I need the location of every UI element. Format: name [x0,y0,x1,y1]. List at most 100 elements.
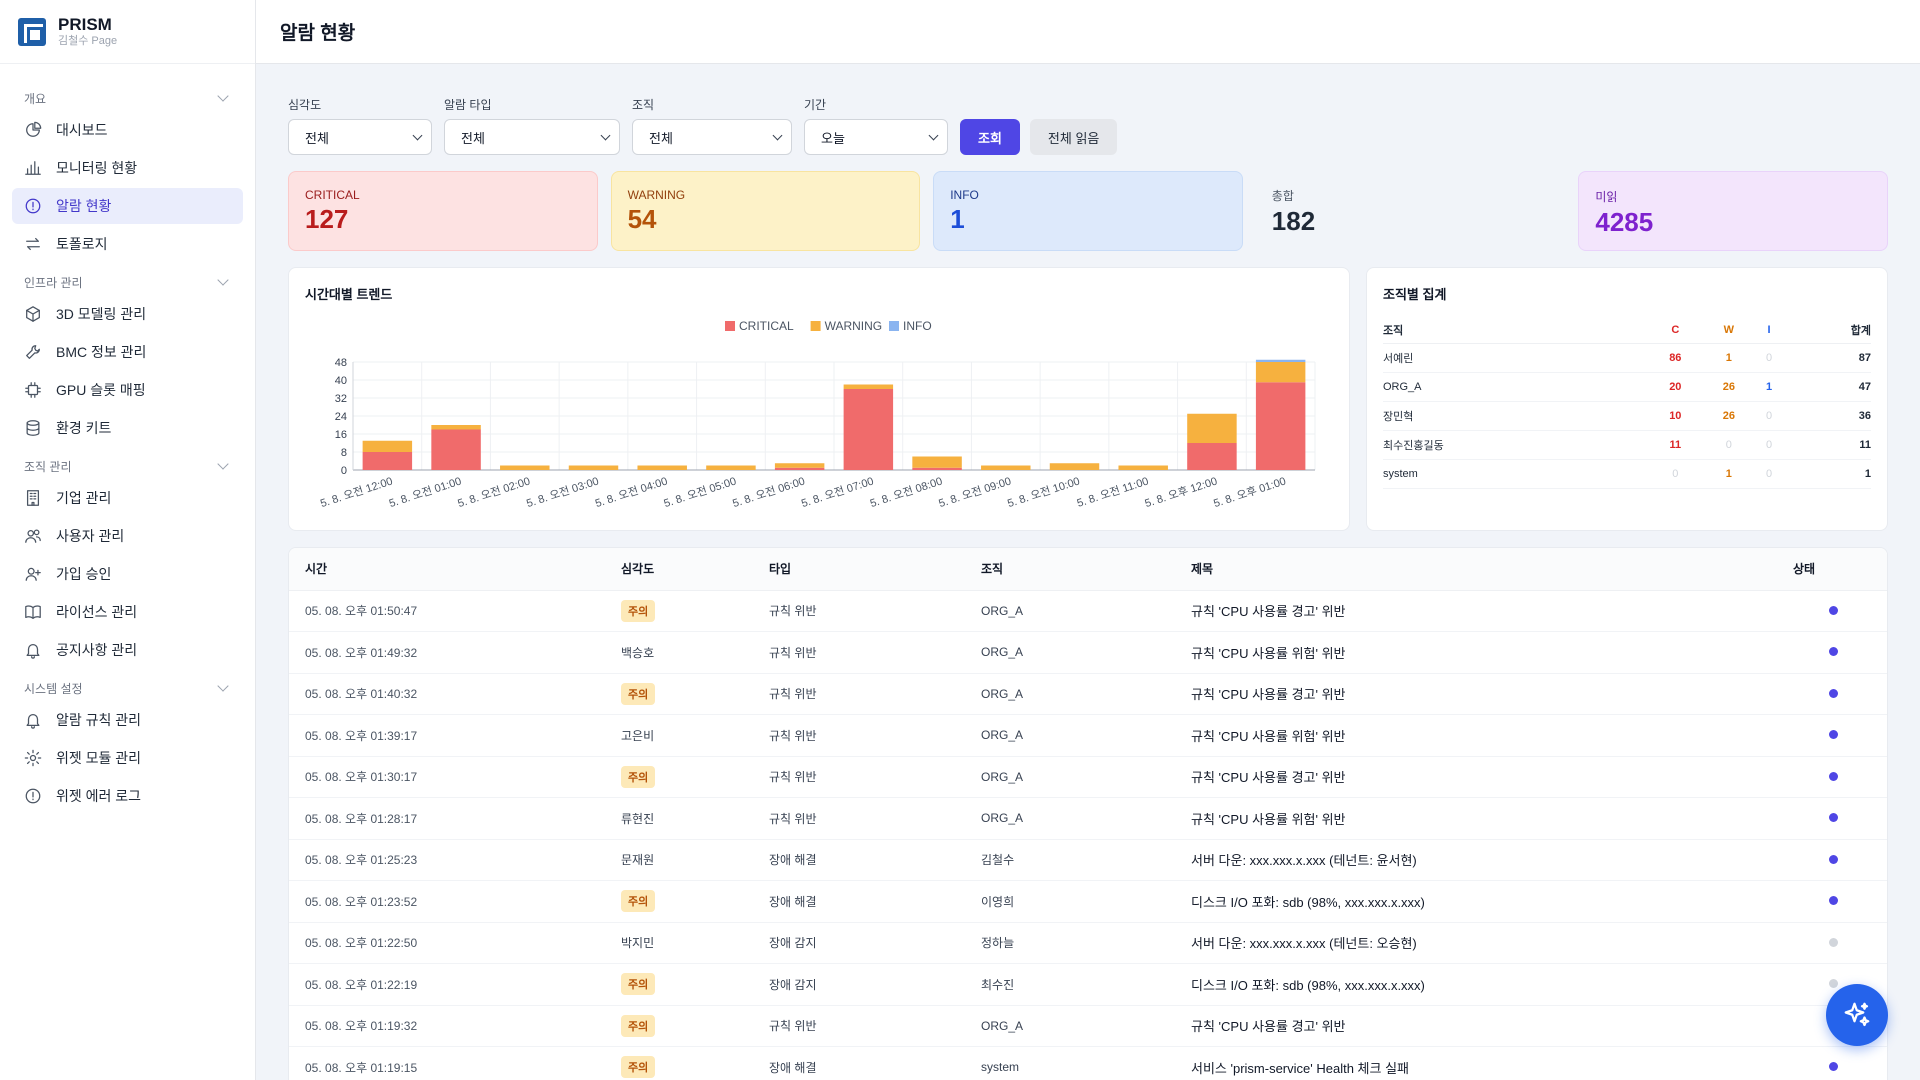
trend-title: 시간대별 트렌드 [305,287,393,302]
info-count: 0 [1755,430,1783,460]
org-summary-row[interactable]: 최수진홍길동 11 0 0 11 [1383,430,1871,460]
sidebar-item[interactable]: 모니터링 현황 [12,150,243,186]
sidebar-item[interactable]: 라이선스 관리 [12,594,243,630]
org-col-header[interactable]: 조직 [965,548,1175,591]
title-col-header[interactable]: 제목 [1175,548,1777,591]
time-col-header[interactable]: 시간 [289,548,605,591]
alert-row[interactable]: 05. 08. 오후 01:25:23 문재원 장애 해결 김철수 서버 다운: xxx… [289,839,1887,881]
sidebar-item[interactable]: 알람 규칙 관리 [12,702,243,738]
nav-group-header[interactable]: 인프라 관리 [12,270,243,294]
alert-status[interactable] [1777,797,1887,840]
alert-status[interactable] [1777,922,1887,964]
sidebar-item[interactable]: GPU 슬롯 매핑 [12,372,243,408]
alert-title: 서비스 'prism-service' Health 체크 실패 [1175,1046,1777,1080]
unread-dot-icon [1829,1062,1838,1072]
sidebar-item[interactable]: 위젯 에러 로그 [12,778,243,814]
alert-status[interactable] [1777,714,1887,757]
sidebar-item[interactable]: 3D 모델링 관리 [12,296,243,332]
severity-col-header[interactable]: 심각도 [605,548,753,591]
bar-warning [1255,362,1306,383]
org-select[interactable]: 전체 [632,119,792,155]
alert-status[interactable] [1777,631,1887,674]
severity-badge: 주의 [621,765,656,788]
x-tick-label: 5. 8. 오전 07:00 [800,474,876,510]
alert-row[interactable]: 05. 08. 오후 01:50:47 주의 규칙 위반 ORG_A 규칙 'CPU 사… [289,590,1887,632]
alert-title: 규칙 'CPU 사용률 경고' 위반 [1175,1005,1777,1047]
x-tick-label: 5. 8. 오전 05:00 [662,474,738,510]
alert-org: 최수진 [965,963,1175,1006]
alert-row[interactable]: 05. 08. 오후 01:19:15 주의 장애 해결 system 서비스 'pri… [289,1046,1887,1080]
warning-count: 1 [1702,343,1756,373]
alert-row[interactable]: 05. 08. 오후 01:28:17 류현진 규칙 위반 ORG_A 규칙 'CPU … [289,797,1887,840]
search-button[interactable]: 조회 [960,119,1020,155]
sidebar-item[interactable]: 기업 관리 [12,480,243,516]
alert-time: 05. 08. 오후 01:19:15 [289,1046,605,1080]
org-summary-row[interactable]: 서예린 86 1 0 87 [1383,343,1871,373]
alert-status[interactable] [1777,673,1887,715]
org-summary-row[interactable]: 장민혁 10 26 0 36 [1383,401,1871,431]
unread-dot-icon [1829,605,1838,615]
alert-status[interactable] [1777,839,1887,881]
alert-time: 05. 08. 오후 01:39:17 [289,714,605,757]
brand[interactable]: PRISM 김철수 Page [0,0,255,64]
nav-group-header[interactable]: 시스템 설정 [12,676,243,700]
read-all-button[interactable]: 전체 읽음 [1029,119,1118,155]
alarm-type-select[interactable]: 전체 [444,119,620,155]
severity-select[interactable]: 전체 [288,119,432,155]
period-select[interactable]: 오늘 [804,119,948,155]
severity-badge: 주의 [621,599,656,622]
critical-card[interactable]: CRITICAL 127 [288,171,598,251]
alert-row[interactable]: 05. 08. 오후 01:39:17 고은비 규칙 위반 ORG_A 규칙 'CPU … [289,714,1887,757]
bar-warning [637,465,687,470]
sidebar-item[interactable]: 공지사항 관리 [12,632,243,668]
alert-status[interactable] [1777,880,1887,923]
sidebar-item[interactable]: 가입 승인 [12,556,243,592]
info-col-header: I [1755,317,1783,344]
type-col-header[interactable]: 타입 [753,548,965,591]
severity-badge: 주의 [621,1056,656,1079]
nav-group-header[interactable]: 개요 [12,86,243,110]
total-col-header: 합계 [1782,317,1871,344]
sidebar-item[interactable]: BMC 정보 관리 [12,334,243,370]
alert-row[interactable]: 05. 08. 오후 01:22:19 주의 장애 감지 최수진 디스크 I/O 포화:… [289,963,1887,1006]
org-summary-row[interactable]: system 0 1 0 1 [1383,459,1871,489]
bar-critical [774,467,825,470]
alert-row[interactable]: 05. 08. 오후 01:49:32 백승호 규칙 위반 ORG_A 규칙 'CPU … [289,631,1887,674]
chevron-down-icon [217,458,229,470]
alert-row[interactable]: 05. 08. 오후 01:40:32 주의 규칙 위반 ORG_A 규칙 'CPU 사… [289,673,1887,715]
sidebar-item[interactable]: 위젯 모듈 관리 [12,740,243,776]
alert-status[interactable] [1777,590,1887,632]
sidebar-item-label: 위젯 에러 로그 [56,788,142,804]
alert-status[interactable] [1777,756,1887,798]
ai-assistant-button[interactable] [1826,984,1888,1046]
warning-card[interactable]: WARNING 54 [610,171,921,251]
alert-status[interactable] [1777,1046,1887,1080]
y-tick-label: 40 [335,375,347,387]
info-card[interactable]: INFO 1 [933,171,1243,251]
alert-row[interactable]: 05. 08. 오후 01:19:32 주의 규칙 위반 ORG_A 규칙 'CPU 사… [289,1005,1887,1047]
sidebar-item[interactable]: 대시보드 [12,112,243,148]
alert-severity: 주의 [605,756,753,798]
period-filter-label: 기간 [804,98,827,112]
alert-title: 서버 다운: xxx.xxx.x.xxx (테넌트: 윤서현) [1175,839,1777,881]
alert-time: 05. 08. 오후 01:28:17 [289,797,605,840]
alarm-type-select-value: 전체 [461,130,485,146]
sidebar-item[interactable]: 사용자 관리 [12,518,243,554]
sidebar-item[interactable]: 토폴로지 [12,226,243,262]
alert-time: 05. 08. 오후 01:22:50 [289,922,605,964]
sidebar-item[interactable]: 알람 현황 [12,188,243,224]
info-count: 1 [1755,372,1783,402]
org-filter-label: 조직 [632,98,655,112]
sidebar-item[interactable]: 환경 키트 [12,410,243,446]
bar-warning [912,456,962,468]
total-count: 11 [1782,430,1871,460]
alert-row[interactable]: 05. 08. 오후 01:23:52 주의 장애 해결 이영희 디스크 I/O 포화:… [289,880,1887,923]
status-col-header[interactable]: 상태 [1777,548,1887,591]
org-name: system [1383,459,1649,489]
nav-group-header[interactable]: 조직 관리 [12,454,243,478]
org-summary-row[interactable]: ORG_A 20 26 1 47 [1383,372,1871,402]
info-count: 0 [1755,343,1783,373]
alert-row[interactable]: 05. 08. 오후 01:22:50 박지민 장애 감지 정하늘 서버 다운: xxx… [289,922,1887,964]
alert-row[interactable]: 05. 08. 오후 01:30:17 주의 규칙 위반 ORG_A 규칙 'CPU 사… [289,756,1887,798]
unread-card[interactable]: 미읽 4285 [1578,171,1888,251]
